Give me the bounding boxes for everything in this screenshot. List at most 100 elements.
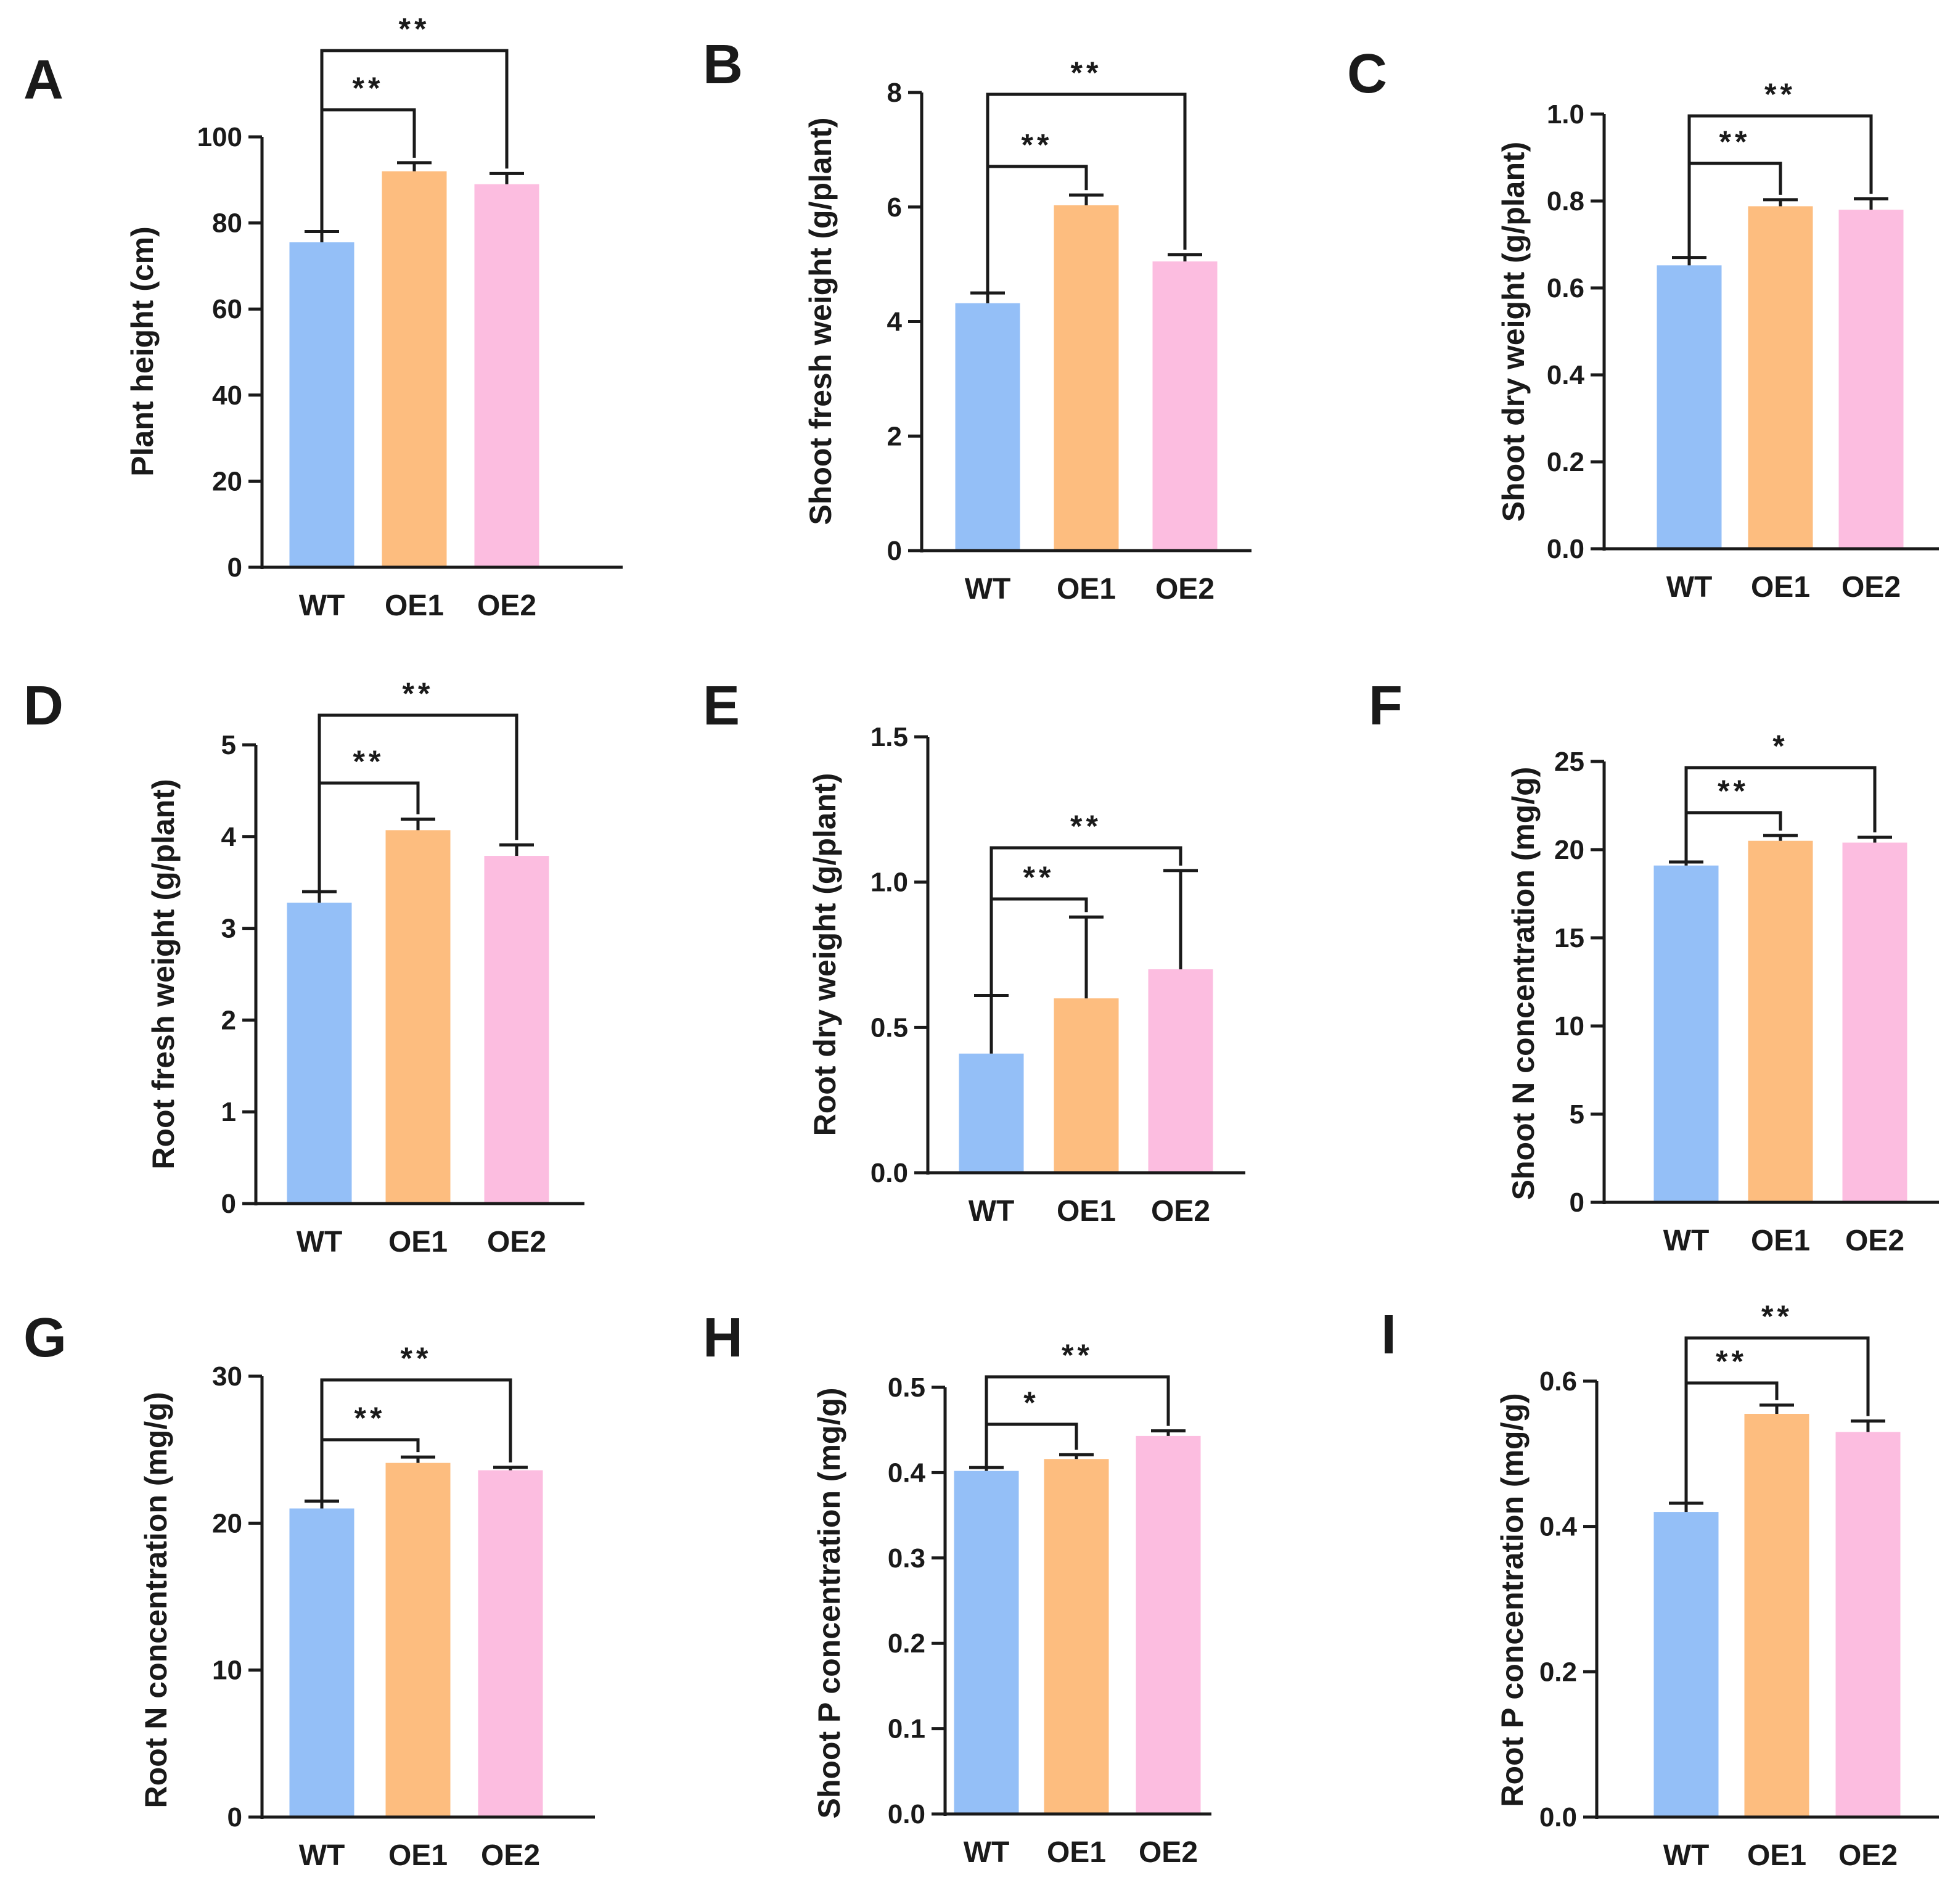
y-tick-label-d: 0	[221, 1189, 236, 1219]
bar-b-oe2	[1152, 261, 1218, 551]
sig-label-g-wt-oe1: **	[354, 1401, 386, 1435]
sig-bracket-d-wt-oe2	[317, 713, 518, 892]
y-tick-label-d: 4	[221, 822, 237, 852]
x-tick-label-b-oe2: OE2	[1155, 573, 1215, 605]
y-tick-label-c: 0.4	[1547, 360, 1585, 390]
sig-bracket-i-wt-oe2	[1684, 1336, 1870, 1503]
sig-bracket-g-wt-oe2	[320, 1378, 512, 1501]
x-tick-label-i-oe1: OE1	[1747, 1839, 1806, 1872]
bar-h-wt	[954, 1471, 1019, 1814]
x-tick-label-b-oe1: OE1	[1057, 573, 1116, 605]
panel-h-letter: H	[703, 1307, 743, 1369]
y-axis-title-b: Shoot fresh weight (g/plant)	[803, 117, 838, 525]
y-axis-title-c: Shoot dry weight (g/plant)	[1496, 142, 1531, 522]
y-axis-title-a: Plant height (cm)	[125, 226, 160, 477]
x-tick-label-a-wt: WT	[299, 589, 345, 622]
y-tick-label-g: 0	[227, 1802, 242, 1832]
x-tick-label-d-oe1: OE1	[388, 1226, 448, 1258]
sig-label-a-wt-oe2: **	[399, 12, 430, 46]
y-tick-label-a: 20	[212, 466, 242, 496]
panel-b: B WT OE1 OE2 0 2 4 6 8 Shoot fresh weight (g/plan…	[703, 34, 1252, 605]
panel-c-letter: C	[1347, 43, 1387, 105]
x-tick-label-i-oe2: OE2	[1838, 1839, 1898, 1872]
bar-g-oe2	[478, 1470, 543, 1817]
x-tick-label-d-oe2: OE2	[487, 1226, 546, 1258]
y-tick-label-i: 0.4	[1539, 1512, 1578, 1542]
x-tick-label-f-wt: WT	[1663, 1225, 1710, 1257]
bar-d-wt	[287, 902, 352, 1204]
bar-a-oe1	[382, 171, 447, 568]
bar-f-oe2	[1842, 842, 1907, 1202]
y-tick-label-a: 40	[212, 380, 242, 411]
bar-h-oe2	[1136, 1435, 1201, 1814]
sig-label-e-wt-oe1: **	[1023, 860, 1055, 895]
y-axis-title-i: Root P concentration (mg/g)	[1495, 1393, 1530, 1807]
y-axis-title-f: Shoot N concentration (mg/g)	[1506, 767, 1541, 1200]
bar-b-oe1	[1054, 205, 1119, 551]
sig-label-b-wt-oe1: **	[1022, 128, 1053, 162]
bar-c-wt	[1657, 265, 1722, 549]
bar-g-oe1	[385, 1463, 451, 1817]
bar-e-oe2	[1148, 969, 1213, 1173]
y-tick-label-f: 20	[1554, 835, 1584, 865]
y-tick-label-c: 0.0	[1547, 534, 1584, 564]
x-tick-label-d-wt: WT	[297, 1226, 343, 1258]
bar-d-oe1	[385, 830, 451, 1204]
sig-label-b-wt-oe2: **	[1071, 55, 1102, 90]
y-tick-label-c: 0.8	[1547, 186, 1584, 216]
y-axis-title-h: Shoot P concentration (mg/g)	[812, 1387, 846, 1818]
sig-label-c-wt-oe1: **	[1719, 125, 1751, 159]
sig-label-g-wt-oe2: **	[401, 1341, 432, 1376]
x-tick-label-i-wt: WT	[1663, 1839, 1710, 1872]
panel-f: F WT OE1 OE2 0 5 10 15 20 25 Shoot N concentration…	[1369, 675, 1939, 1257]
x-tick-label-g-oe2: OE2	[481, 1839, 540, 1872]
y-tick-label-f: 0	[1570, 1188, 1584, 1218]
sig-bracket-b-wt-oe2	[986, 92, 1187, 293]
y-tick-label-i: 0.2	[1539, 1657, 1577, 1687]
sig-bracket-f-wt-oe2	[1684, 766, 1877, 863]
y-tick-label-c: 1.0	[1547, 99, 1584, 129]
y-tick-label-d: 1	[221, 1097, 236, 1127]
y-tick-label-e: 1.5	[871, 722, 908, 752]
x-tick-label-c-oe2: OE2	[1841, 571, 1901, 604]
y-tick-label-b: 6	[887, 192, 902, 223]
y-tick-label-g: 10	[212, 1656, 242, 1686]
x-tick-label-e-oe2: OE2	[1151, 1195, 1210, 1228]
sig-bracket-a-wt-oe2	[320, 49, 509, 232]
x-tick-label-e-oe1: OE1	[1057, 1195, 1116, 1228]
y-tick-label-g: 30	[212, 1361, 242, 1392]
y-tick-label-f: 25	[1554, 747, 1584, 777]
y-tick-label-h: 0.3	[888, 1543, 925, 1574]
y-tick-label-a: 0	[227, 552, 242, 583]
x-tick-label-f-oe1: OE1	[1751, 1225, 1810, 1257]
y-tick-label-i: 0.6	[1539, 1366, 1577, 1397]
y-tick-label-a: 60	[212, 294, 242, 324]
bar-g-wt	[289, 1508, 354, 1817]
y-axis-title-g: Root N concentration (mg/g)	[139, 1392, 173, 1808]
sig-bracket-c-wt-oe2	[1687, 114, 1873, 258]
x-tick-label-h-wt: WT	[964, 1836, 1010, 1869]
bar-i-oe2	[1835, 1432, 1901, 1817]
sig-label-a-wt-oe1: **	[353, 71, 384, 105]
x-tick-label-g-oe1: OE1	[388, 1839, 448, 1872]
panel-d: D WT OE1 OE2 0 1 2 3 4 5 Root fresh weight (g/plan…	[23, 675, 584, 1258]
bar-e-oe1	[1054, 998, 1119, 1173]
panel-a: A WT OE1 OE2 0 20 40 60 80 100 Plant height (cm) **…	[23, 12, 623, 622]
sig-label-d-wt-oe2: **	[403, 676, 434, 711]
x-tick-label-f-oe2: OE2	[1845, 1225, 1904, 1257]
panel-f-letter: F	[1369, 675, 1403, 737]
x-tick-label-h-oe2: OE2	[1139, 1836, 1198, 1869]
y-tick-label-f: 10	[1554, 1011, 1584, 1041]
sig-bracket-e-wt-oe1	[989, 897, 1088, 996]
y-tick-label-c: 0.2	[1547, 447, 1584, 477]
sig-label-c-wt-oe2: **	[1764, 77, 1796, 112]
bar-c-oe2	[1838, 210, 1904, 549]
bar-a-oe2	[474, 184, 539, 567]
sig-label-h-wt-oe2: **	[1062, 1338, 1093, 1373]
y-tick-label-h: 0.5	[888, 1373, 925, 1403]
y-tick-label-e: 0.0	[871, 1158, 908, 1188]
y-tick-label-a: 80	[212, 208, 242, 239]
x-tick-label-a-oe2: OE2	[477, 589, 536, 622]
sig-label-f-wt-oe1: **	[1718, 774, 1749, 808]
y-axis-title-d: Root fresh weight (g/plant)	[146, 779, 181, 1169]
